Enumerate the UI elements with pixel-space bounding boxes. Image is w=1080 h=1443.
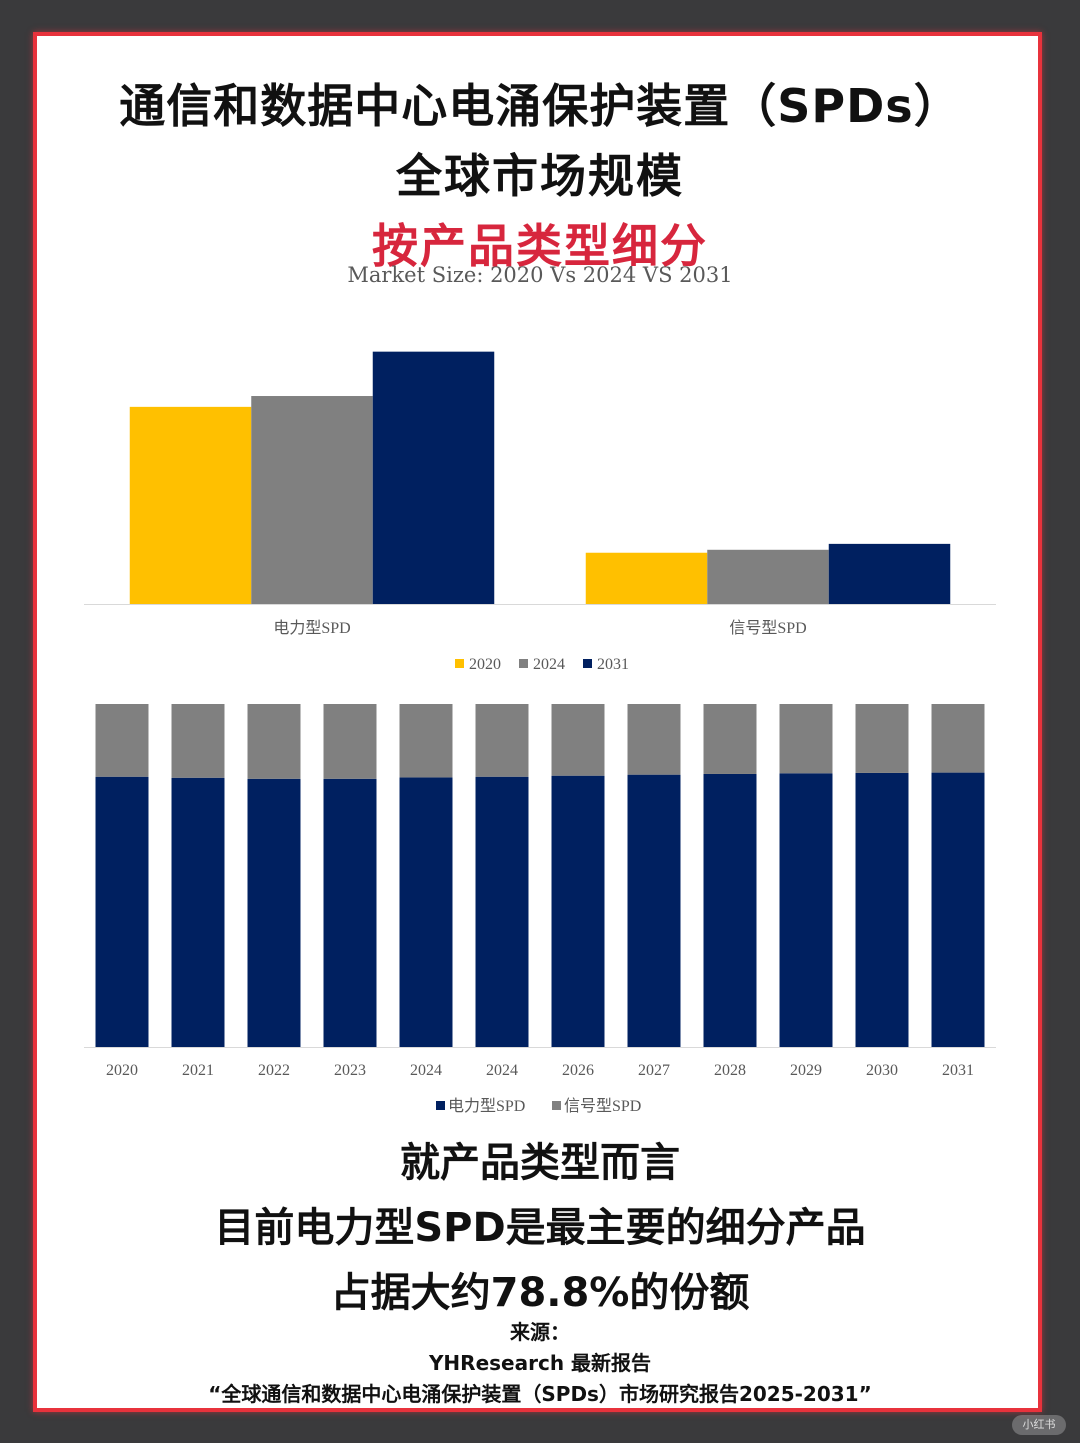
watermark-logo: 小红书 [1012, 1415, 1066, 1435]
stacked-bar-signal-5 [475, 704, 529, 777]
stacked-bar-signal-3 [323, 704, 377, 779]
legend-swatch-2031 [583, 659, 592, 668]
bar-power-2031 [372, 351, 495, 604]
legend-swatch-power [436, 1101, 445, 1110]
legend-label-signal: 信号型SPD [564, 1097, 641, 1115]
x-tick-label: 2022 [258, 1062, 290, 1079]
stacked-bar-signal-0 [95, 704, 149, 777]
stacked-bar-signal-4 [399, 704, 453, 778]
summary-line-1: 就产品类型而言 [400, 1140, 680, 1186]
stacked-bar-power-9 [779, 773, 833, 1047]
x-tick-label: 2027 [638, 1062, 670, 1079]
stacked-bar-power-2 [247, 778, 301, 1047]
stacked-bar-power-5 [475, 776, 529, 1047]
stacked-bar-signal-10 [855, 704, 909, 773]
x-tick-label: 电力型SPD [273, 619, 350, 637]
x-tick-label: 2023 [334, 1062, 366, 1079]
stacked-bar-signal-11 [931, 704, 985, 773]
stacked-bar-power-7 [627, 774, 681, 1047]
summary-line-2: 目前电力型SPD是最主要的细分产品 [214, 1205, 866, 1251]
x-tick-label: 2029 [790, 1062, 822, 1079]
summary-line-3: 占据大约78.8%的份额 [330, 1270, 750, 1316]
stacked-bar-signal-2 [247, 704, 301, 779]
stacked-bar-power-6 [551, 775, 605, 1047]
bar-power-2024 [251, 396, 373, 604]
chart-subtitle: Market Size: 2020 Vs 2024 VS 2031 [347, 263, 733, 287]
stacked-bar-power-10 [855, 772, 909, 1047]
bar-signal-2024 [707, 549, 829, 604]
x-tick-label: 信号型SPD [729, 619, 806, 637]
legend-label-2020: 2020 [469, 656, 501, 673]
stacked-bar-signal-7 [627, 704, 681, 775]
stacked-bar-signal-9 [779, 704, 833, 774]
legend-swatch-signal [552, 1101, 561, 1110]
stacked-bar-power-1 [171, 777, 225, 1047]
legend-label-2024: 2024 [533, 656, 565, 673]
title-line-3: 按产品类型细分 [372, 219, 708, 273]
stacked-bar-power-8 [703, 773, 757, 1047]
stacked-bar-power-3 [323, 778, 377, 1047]
source-report: “全球通信和数据中心电涌保护装置（SPDs）市场研究报告2025-2031” [208, 1382, 872, 1406]
stacked-bar-power-4 [399, 777, 453, 1047]
bar-signal-2031 [828, 543, 951, 604]
source-label: 来源： [510, 1320, 570, 1344]
title-line-1: 通信和数据中心电涌保护装置（SPDs） [119, 79, 961, 133]
grouped-bar-chart: 电力型SPD 信号型SPD 2020 2024 2031 [84, 351, 996, 673]
stacked-bar-signal-1 [171, 704, 225, 778]
x-tick-label: 2024 [410, 1062, 442, 1079]
bar-power-2020 [129, 406, 252, 604]
x-tick-label: 2024 [486, 1062, 518, 1079]
title-line-2: 全球市场规模 [396, 149, 684, 203]
legend-swatch-2020 [455, 659, 464, 668]
stacked-bar-power-11 [931, 772, 985, 1047]
x-tick-label: 2030 [866, 1062, 898, 1079]
legend-swatch-2024 [519, 659, 528, 668]
x-tick-label: 2031 [942, 1062, 974, 1079]
legend-label-2031: 2031 [597, 656, 629, 673]
x-tick-label: 2020 [106, 1062, 138, 1079]
source-org: YHResearch 最新报告 [428, 1351, 652, 1375]
stacked-bar-power-0 [95, 776, 149, 1047]
legend-label-power: 电力型SPD [448, 1097, 525, 1115]
x-tick-label: 2026 [562, 1062, 594, 1079]
x-tick-label: 2028 [714, 1062, 746, 1079]
stacked-bar-signal-8 [703, 704, 757, 774]
x-tick-label: 2021 [182, 1062, 214, 1079]
bar-signal-2020 [585, 552, 708, 604]
stacked-bar-signal-6 [551, 704, 605, 776]
